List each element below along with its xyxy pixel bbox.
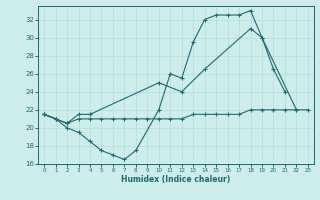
X-axis label: Humidex (Indice chaleur): Humidex (Indice chaleur) [121,175,231,184]
